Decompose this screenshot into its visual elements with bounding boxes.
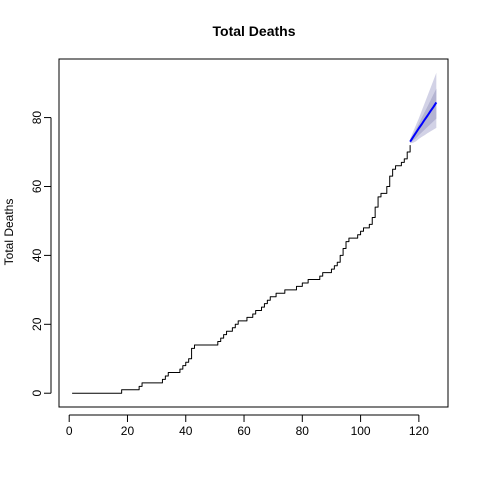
- plot-frame: [58, 58, 449, 408]
- x-tick-label: 120: [409, 424, 429, 438]
- y-tick-label: 40: [30, 248, 44, 262]
- x-tick-label: 60: [237, 424, 251, 438]
- band-outer: [410, 72, 437, 144]
- x-tick-label: 100: [351, 424, 371, 438]
- y-tick-label: 80: [30, 111, 44, 125]
- confidence-bands: [410, 72, 437, 144]
- y-tick-label: 20: [30, 317, 44, 331]
- series-observed-line: [72, 145, 411, 394]
- series-forecast-line: [409, 101, 438, 143]
- x-tick-label: 20: [121, 424, 135, 438]
- x-tick-label: 80: [296, 424, 310, 438]
- band-inner: [410, 88, 437, 143]
- data-series: [72, 101, 438, 394]
- y-tick-label: 0: [30, 390, 44, 397]
- x-tick-label: 0: [66, 424, 73, 438]
- chart-title: Total Deaths: [213, 23, 296, 39]
- y-tick-label: 60: [30, 179, 44, 193]
- x-tick-label: 40: [179, 424, 193, 438]
- y-axis-label: Total Deaths: [2, 199, 16, 266]
- axes: 0 20 40 60 80 100 120 0 20 40 60 80: [30, 111, 429, 438]
